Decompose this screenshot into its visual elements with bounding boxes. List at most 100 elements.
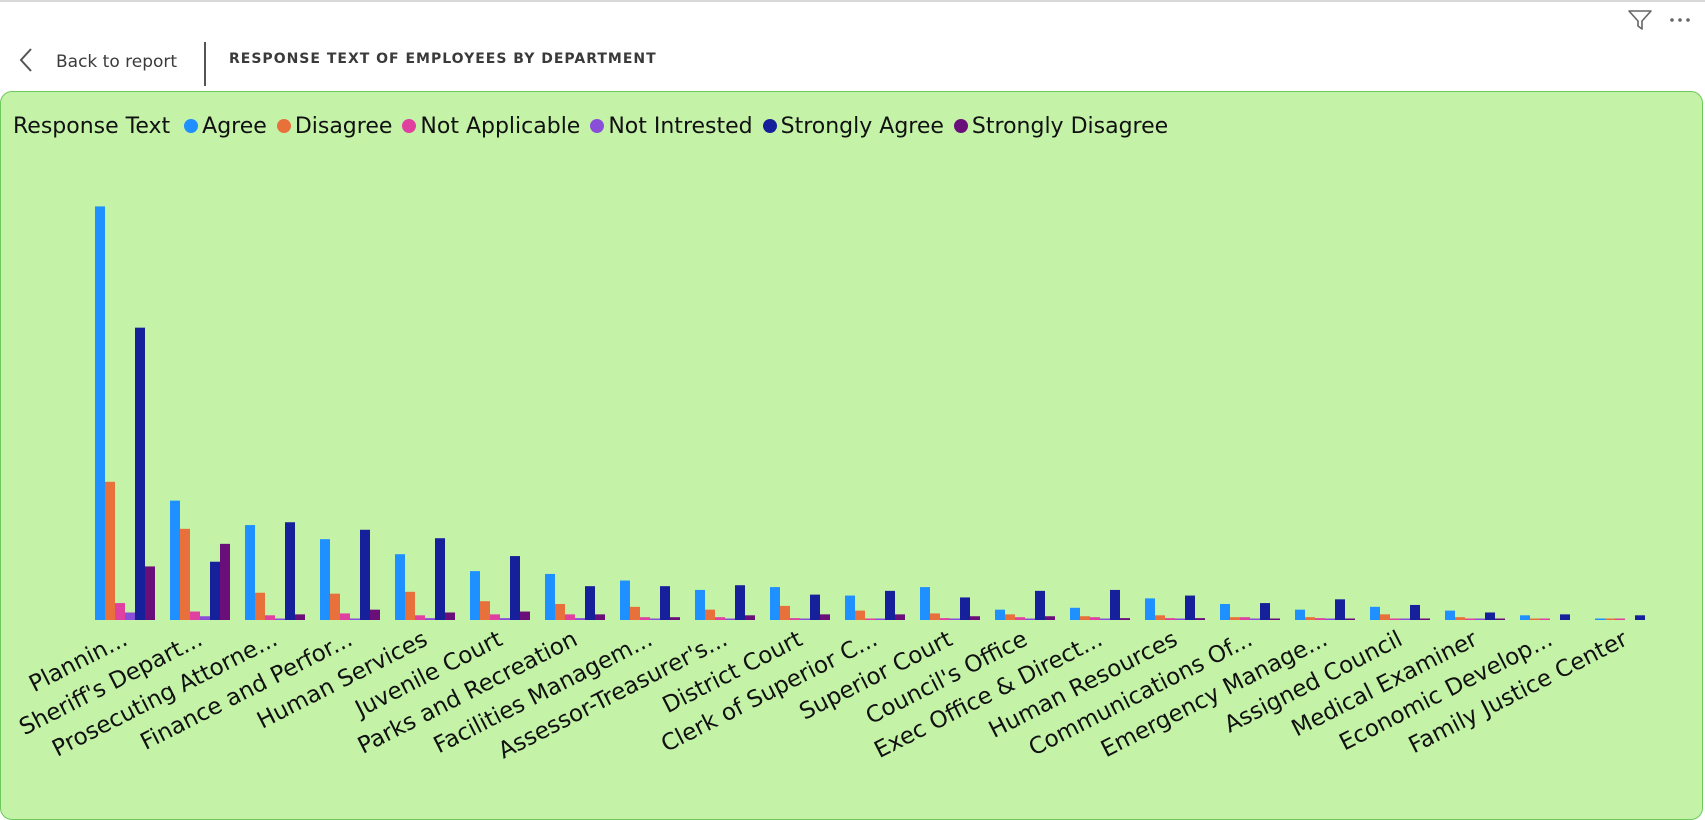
bar-agree[interactable] xyxy=(845,595,855,620)
bar-strongly-agree[interactable] xyxy=(210,561,220,620)
bar-not-intrested[interactable] xyxy=(275,618,285,621)
bar-agree[interactable] xyxy=(170,500,180,620)
bar-not-applicable[interactable] xyxy=(1390,618,1400,621)
bar-agree[interactable] xyxy=(1220,604,1230,620)
bar-strongly-agree[interactable] xyxy=(1260,603,1270,620)
bar-not-applicable[interactable] xyxy=(1015,617,1025,620)
bar-not-intrested[interactable] xyxy=(725,618,735,621)
bar-strongly-agree[interactable] xyxy=(885,590,895,620)
bar-agree[interactable] xyxy=(695,589,705,620)
bar-agree[interactable] xyxy=(1070,607,1080,620)
bar-disagree[interactable] xyxy=(855,610,865,620)
bar-disagree[interactable] xyxy=(780,605,790,620)
bar-agree[interactable] xyxy=(1370,606,1380,620)
bar-strongly-disagree[interactable] xyxy=(1345,618,1355,621)
bar-strongly-agree[interactable] xyxy=(810,594,820,620)
bar-not-intrested[interactable] xyxy=(125,612,135,620)
bar-strongly-disagree[interactable] xyxy=(295,614,305,620)
bar-agree[interactable] xyxy=(470,571,480,620)
bar-not-applicable[interactable] xyxy=(340,613,350,620)
bar-strongly-agree[interactable] xyxy=(660,586,670,620)
bar-not-intrested[interactable] xyxy=(1325,618,1335,621)
back-to-report-button[interactable]: Back to report xyxy=(18,46,177,78)
bar-strongly-disagree[interactable] xyxy=(520,611,530,620)
bar-strongly-disagree[interactable] xyxy=(595,614,605,620)
legend-item-not-intrested[interactable]: Not Intrested xyxy=(590,114,753,139)
bar-disagree[interactable] xyxy=(1230,617,1240,620)
bar-disagree[interactable] xyxy=(1080,616,1090,620)
bar-agree[interactable] xyxy=(245,525,255,620)
bar-not-applicable[interactable] xyxy=(1465,618,1475,621)
bar-not-applicable[interactable] xyxy=(640,617,650,620)
bar-not-applicable[interactable] xyxy=(1315,618,1325,620)
bar-strongly-disagree[interactable] xyxy=(820,614,830,620)
bar-agree[interactable] xyxy=(770,587,780,620)
bar-disagree[interactable] xyxy=(630,606,640,620)
bar-strongly-agree[interactable] xyxy=(1635,615,1645,620)
bar-not-applicable[interactable] xyxy=(1540,618,1550,621)
bar-disagree[interactable] xyxy=(105,481,115,620)
bar-strongly-agree[interactable] xyxy=(1185,595,1195,620)
bar-strongly-agree[interactable] xyxy=(1560,614,1570,620)
bar-strongly-agree[interactable] xyxy=(585,586,595,620)
bar-not-applicable[interactable] xyxy=(490,614,500,620)
bar-not-intrested[interactable] xyxy=(950,618,960,621)
bar-not-applicable[interactable] xyxy=(1615,618,1625,621)
bar-agree[interactable] xyxy=(95,206,105,620)
bar-not-applicable[interactable] xyxy=(865,618,875,621)
bar-not-applicable[interactable] xyxy=(265,615,275,620)
bar-not-intrested[interactable] xyxy=(1100,618,1110,621)
bar-strongly-agree[interactable] xyxy=(285,522,295,620)
legend-item-not-applicable[interactable]: Not Applicable xyxy=(402,114,580,139)
bar-strongly-disagree[interactable] xyxy=(445,612,455,620)
bar-strongly-agree[interactable] xyxy=(1035,590,1045,620)
bar-strongly-disagree[interactable] xyxy=(1045,616,1055,620)
bar-agree[interactable] xyxy=(1295,609,1305,620)
bar-not-intrested[interactable] xyxy=(1175,618,1185,621)
bar-disagree[interactable] xyxy=(180,528,190,620)
bar-strongly-disagree[interactable] xyxy=(370,609,380,620)
bar-disagree[interactable] xyxy=(1305,617,1315,620)
bar-not-intrested[interactable] xyxy=(1025,618,1035,621)
bar-not-intrested[interactable] xyxy=(875,618,885,621)
bar-strongly-agree[interactable] xyxy=(960,597,970,620)
bar-strongly-disagree[interactable] xyxy=(745,615,755,620)
bar-not-intrested[interactable] xyxy=(1400,618,1410,621)
bar-strongly-agree[interactable] xyxy=(1410,604,1420,620)
bar-not-applicable[interactable] xyxy=(715,617,725,620)
bar-not-intrested[interactable] xyxy=(500,618,510,620)
bar-strongly-disagree[interactable] xyxy=(145,566,155,620)
bar-not-intrested[interactable] xyxy=(200,616,210,620)
bar-strongly-disagree[interactable] xyxy=(1270,618,1280,621)
bar-disagree[interactable] xyxy=(1155,615,1165,620)
bar-strongly-agree[interactable] xyxy=(135,327,145,620)
bar-not-applicable[interactable] xyxy=(565,614,575,620)
bar-strongly-agree[interactable] xyxy=(1110,589,1120,620)
bar-strongly-disagree[interactable] xyxy=(1495,618,1505,621)
bar-strongly-disagree[interactable] xyxy=(220,543,230,620)
bar-not-intrested[interactable] xyxy=(650,618,660,621)
bar-disagree[interactable] xyxy=(705,609,715,620)
bar-disagree[interactable] xyxy=(1530,618,1540,621)
legend-item-agree[interactable]: Agree xyxy=(184,114,267,139)
bar-strongly-agree[interactable] xyxy=(1485,612,1495,620)
bar-disagree[interactable] xyxy=(930,613,940,620)
bar-agree[interactable] xyxy=(995,609,1005,620)
bar-agree[interactable] xyxy=(545,573,555,620)
bar-disagree[interactable] xyxy=(1380,614,1390,620)
bar-agree[interactable] xyxy=(1520,615,1530,620)
bar-disagree[interactable] xyxy=(405,591,415,620)
bar-not-applicable[interactable] xyxy=(940,618,950,620)
bar-not-applicable[interactable] xyxy=(190,611,200,620)
bar-disagree[interactable] xyxy=(1455,617,1465,620)
bar-not-applicable[interactable] xyxy=(790,618,800,620)
bar-agree[interactable] xyxy=(1445,610,1455,620)
bar-strongly-disagree[interactable] xyxy=(1195,618,1205,620)
bar-disagree[interactable] xyxy=(1605,618,1615,621)
bar-not-intrested[interactable] xyxy=(1250,618,1260,621)
bar-strongly-disagree[interactable] xyxy=(970,616,980,620)
bar-strongly-agree[interactable] xyxy=(510,556,520,620)
bar-not-intrested[interactable] xyxy=(350,618,360,621)
bar-not-intrested[interactable] xyxy=(1475,618,1485,621)
bar-not-applicable[interactable] xyxy=(1165,618,1175,620)
